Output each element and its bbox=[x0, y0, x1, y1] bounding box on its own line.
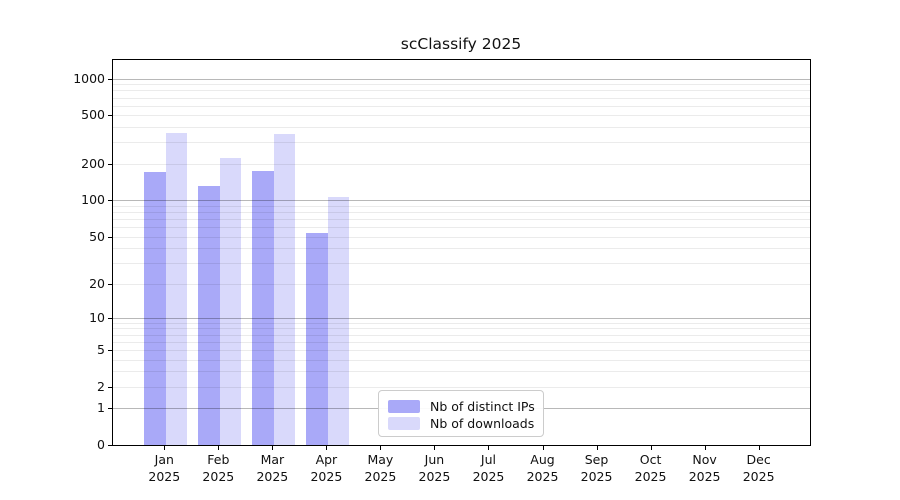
x-tick-label-jan: Jan 2025 bbox=[148, 452, 181, 484]
legend-label-downloads: Nb of downloads bbox=[430, 416, 535, 431]
y-tick-1 bbox=[108, 408, 113, 410]
y-gridline-minor-50 bbox=[113, 236, 810, 238]
bar-nb-of-downloads-mar bbox=[273, 133, 296, 445]
y-gridline-minor-300 bbox=[113, 142, 810, 144]
y-gridline-minor-40 bbox=[113, 248, 810, 250]
y-tick-200 bbox=[108, 163, 113, 165]
y-gridline-minor-3 bbox=[113, 371, 810, 373]
y-tick-10 bbox=[108, 317, 113, 319]
y-gridline-minor-700 bbox=[113, 97, 810, 99]
x-tick-oct bbox=[650, 445, 652, 450]
y-tick-label-1: 1 bbox=[97, 400, 105, 416]
x-tick-jun bbox=[434, 445, 436, 450]
legend-swatch-downloads-icon bbox=[388, 417, 420, 430]
y-gridline-minor-60 bbox=[113, 227, 810, 228]
y-tick-label-5: 5 bbox=[97, 341, 105, 357]
y-gridline-minor-200 bbox=[113, 163, 810, 165]
y-tick-50 bbox=[108, 236, 113, 238]
legend-entry-distinct-ips: Nb of distinct IPs bbox=[388, 398, 535, 415]
y-gridline-minor-6 bbox=[113, 341, 810, 343]
y-tick-label-200: 200 bbox=[81, 155, 105, 171]
y-tick-2 bbox=[108, 386, 113, 388]
legend-entry-downloads: Nb of downloads bbox=[388, 415, 534, 432]
legend-swatch-distinct-ips-icon bbox=[388, 400, 420, 413]
bar-nb-of-downloads-jan bbox=[165, 133, 188, 445]
x-tick-may bbox=[380, 445, 382, 450]
x-tick-label-sep: Sep 2025 bbox=[580, 452, 613, 484]
y-gridline-minor-800 bbox=[113, 90, 810, 92]
x-tick-label-aug: Aug 2025 bbox=[526, 452, 559, 484]
x-tick-feb bbox=[218, 445, 220, 450]
x-tick-apr bbox=[326, 445, 328, 450]
chart-title: scClassify 2025 bbox=[400, 35, 522, 53]
y-tick-label-0: 0 bbox=[97, 437, 105, 452]
bar-nb-of-downloads-feb bbox=[219, 157, 242, 445]
y-gridline-minor-4 bbox=[113, 359, 810, 361]
y-gridline-minor-80 bbox=[113, 211, 810, 213]
plot-area: 0 1 2 5 10 20 50 100 200 500 1000 Jan 2025 Feb 2025 M… bbox=[73, 59, 811, 484]
y-gridline-minor-5 bbox=[113, 349, 810, 351]
x-tick-label-dec: Dec 2025 bbox=[742, 452, 775, 484]
bar-nb-of-distinct-ips-apr bbox=[306, 232, 328, 445]
bar-nb-of-distinct-ips-jan bbox=[144, 172, 166, 445]
legend-label-distinct-ips: Nb of distinct IPs bbox=[430, 399, 535, 414]
y-gridline-minor-400 bbox=[113, 127, 810, 129]
x-tick-label-apr: Apr 2025 bbox=[310, 452, 343, 484]
x-tick-label-feb: Feb 2025 bbox=[202, 452, 235, 484]
bar-nb-of-downloads-apr bbox=[327, 196, 350, 445]
y-gridline-100 bbox=[113, 200, 810, 202]
y-tick-100 bbox=[108, 200, 113, 202]
y-gridline-minor-30 bbox=[113, 262, 810, 264]
y-gridline-minor-8 bbox=[113, 328, 810, 330]
y-tick-20 bbox=[108, 283, 113, 285]
x-tick-sep bbox=[596, 445, 598, 450]
y-tick-label-500: 500 bbox=[81, 107, 105, 123]
y-gridline-minor-9 bbox=[113, 322, 810, 324]
x-tick-jul bbox=[488, 445, 490, 450]
x-tick-label-nov: Nov 2025 bbox=[688, 452, 721, 484]
y-tick-500 bbox=[108, 115, 113, 117]
y-tick-1000 bbox=[108, 78, 113, 80]
y-tick-5 bbox=[108, 349, 113, 351]
y-gridline-minor-900 bbox=[113, 84, 810, 86]
bar-nb-of-distinct-ips-feb bbox=[198, 186, 220, 445]
y-tick-label-1000: 1000 bbox=[73, 70, 105, 86]
x-tick-dec bbox=[758, 445, 760, 450]
x-tick-label-oct: Oct 2025 bbox=[634, 452, 667, 484]
y-gridline-minor-70 bbox=[113, 218, 810, 220]
x-tick-aug bbox=[542, 445, 544, 450]
x-tick-jan bbox=[164, 445, 166, 450]
y-gridline-1000 bbox=[113, 78, 810, 80]
y-gridline-minor-600 bbox=[113, 105, 810, 107]
x-tick-mar bbox=[272, 445, 274, 450]
y-tick-label-50: 50 bbox=[89, 228, 105, 244]
y-gridline-minor-2 bbox=[113, 386, 810, 388]
y-gridline-10 bbox=[113, 317, 810, 319]
x-tick-label-jun: Jun 2025 bbox=[418, 452, 451, 484]
y-gridline-minor-7 bbox=[113, 334, 810, 336]
x-tick-nov bbox=[704, 445, 706, 450]
x-tick-label-mar: Mar 2025 bbox=[256, 452, 289, 484]
y-tick-label-2: 2 bbox=[97, 378, 105, 394]
y-gridline-minor-90 bbox=[113, 205, 810, 207]
y-tick-label-20: 20 bbox=[89, 275, 105, 291]
x-tick-label-jul: Jul 2025 bbox=[472, 452, 505, 484]
y-tick-label-10: 10 bbox=[89, 309, 105, 325]
y-tick-label-100: 100 bbox=[81, 192, 105, 208]
x-tick-label-may: May 2025 bbox=[364, 452, 397, 484]
bar-nb-of-distinct-ips-mar bbox=[252, 171, 274, 445]
legend: Nb of distinct IPs Nb of downloads bbox=[378, 390, 544, 437]
y-gridline-minor-20 bbox=[113, 283, 810, 285]
y-gridline-minor-500 bbox=[113, 115, 810, 117]
y-tick-0 bbox=[108, 445, 113, 446]
